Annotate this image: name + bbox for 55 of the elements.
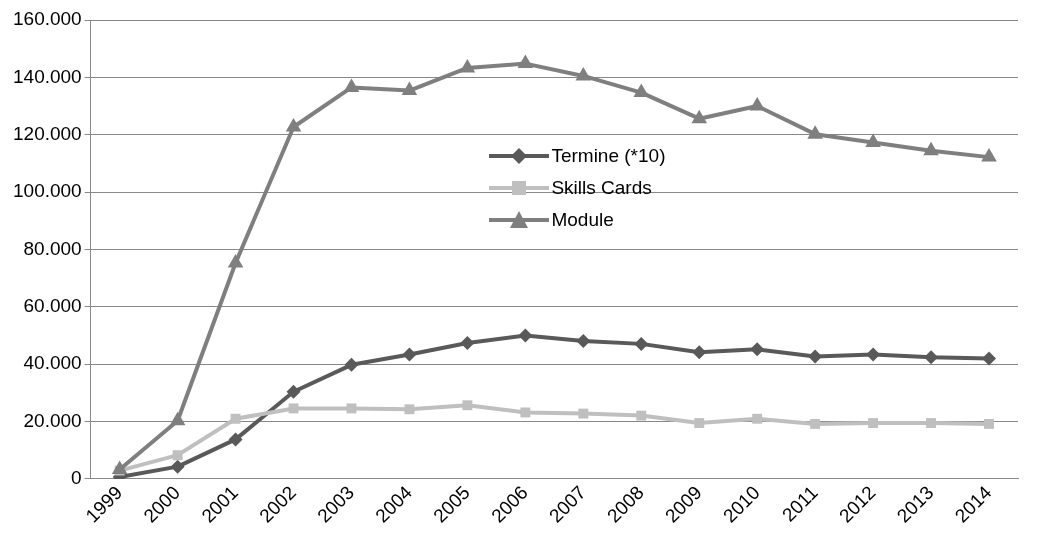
y-tick-label: 120.000 [12, 122, 82, 144]
point [520, 407, 531, 418]
point [636, 410, 647, 421]
y-tick-label: 160.000 [12, 8, 82, 30]
point [750, 342, 765, 357]
point [634, 336, 649, 351]
point [691, 109, 708, 124]
point [517, 54, 534, 69]
point [228, 432, 243, 447]
point [459, 58, 476, 73]
point [460, 336, 475, 351]
y-tick-label: 80.000 [23, 237, 82, 259]
point [343, 78, 360, 92]
point [808, 349, 823, 364]
y-tick-label: 140.000 [12, 65, 82, 87]
point [518, 328, 533, 343]
point [401, 81, 418, 96]
point [344, 357, 359, 372]
y-tick-label: 0 [71, 467, 82, 489]
point [807, 125, 823, 139]
point [576, 334, 591, 349]
point [981, 148, 997, 162]
point [749, 97, 765, 111]
point [346, 403, 357, 414]
legend-label: Termine (*10) [551, 145, 666, 167]
point [865, 133, 881, 147]
point [692, 345, 707, 360]
point [462, 400, 473, 411]
point [285, 118, 302, 132]
point [984, 418, 994, 429]
legend-label: Skills Cards [551, 177, 652, 199]
point [404, 404, 415, 415]
y-tick-label: 100.000 [12, 180, 82, 202]
point [230, 413, 241, 424]
point [868, 418, 879, 428]
point [926, 418, 937, 428]
point [288, 403, 299, 414]
point [172, 450, 183, 461]
point [227, 253, 244, 268]
point [982, 351, 997, 366]
point [694, 418, 705, 428]
point [923, 141, 939, 156]
point [924, 350, 939, 365]
point [575, 66, 592, 81]
y-tick-label: 40.000 [23, 352, 82, 374]
y-tick-label: 20.000 [23, 409, 82, 431]
point [578, 408, 589, 419]
point [402, 347, 417, 362]
y-tick-label: 60.000 [23, 295, 82, 317]
point [752, 413, 763, 424]
point [286, 384, 301, 399]
point [866, 347, 881, 362]
point [170, 459, 185, 474]
point [810, 418, 821, 429]
legend-label: Module [551, 209, 614, 231]
